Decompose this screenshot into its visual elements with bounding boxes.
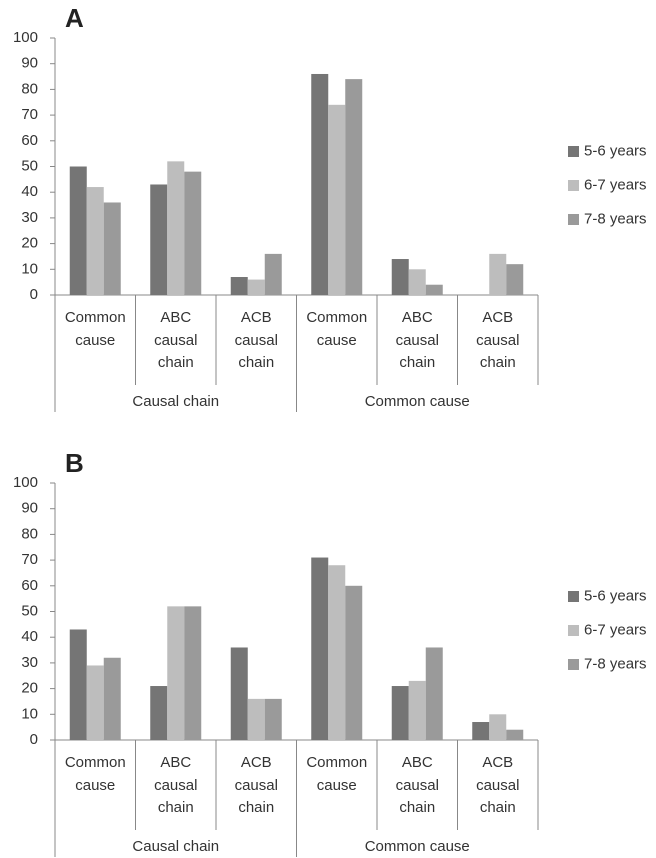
bar	[345, 79, 363, 296]
bar	[69, 166, 87, 295]
y-tick-label: 60	[21, 132, 38, 149]
bar	[264, 698, 282, 740]
bar	[86, 187, 104, 295]
y-tick-label: 70	[21, 551, 38, 568]
panel-label: B	[65, 448, 84, 478]
bar	[69, 629, 87, 740]
legend-swatch	[568, 659, 579, 670]
group-label: Common cause	[365, 393, 470, 410]
bar	[150, 686, 168, 740]
bar	[489, 714, 507, 740]
bar	[150, 184, 168, 295]
legend-label: 5-6 years	[584, 142, 647, 159]
y-tick-label: 70	[21, 106, 38, 123]
bar	[311, 73, 329, 295]
bar	[506, 264, 524, 295]
x-tick-label: Common cause	[306, 754, 368, 794]
x-tick-label: ABC causal chain	[395, 754, 439, 816]
legend-label: 6-7 years	[584, 176, 647, 193]
group-label: Causal chain	[132, 393, 219, 410]
y-tick-label: 10	[21, 260, 38, 277]
y-tick-label: 0	[30, 731, 38, 748]
x-tick-label: ACB causal chain	[234, 309, 278, 371]
bar	[103, 202, 121, 295]
bar	[391, 259, 409, 295]
legend-label: 7-8 years	[584, 655, 647, 672]
legend-swatch	[568, 146, 579, 157]
panel-label: A	[65, 3, 84, 33]
x-tick-label: ACB causal chain	[476, 309, 520, 371]
legend-swatch	[568, 591, 579, 602]
bar	[328, 565, 346, 740]
y-tick-label: 30	[21, 209, 38, 226]
y-tick-label: 100	[13, 474, 38, 491]
bar	[391, 686, 409, 740]
bar	[311, 557, 329, 740]
x-tick-label: ACB causal chain	[234, 754, 278, 816]
legend-label: 6-7 years	[584, 621, 647, 638]
y-tick-label: 40	[21, 183, 38, 200]
y-tick-label: 0	[30, 286, 38, 303]
x-tick-label: ACB causal chain	[476, 754, 520, 816]
legend-label: 5-6 years	[584, 587, 647, 604]
legend-swatch	[568, 180, 579, 191]
x-tick-label: Common cause	[64, 754, 126, 794]
y-tick-label: 10	[21, 705, 38, 722]
y-tick-label: 20	[21, 235, 38, 252]
bar	[472, 722, 490, 740]
bar	[247, 279, 265, 295]
y-tick-label: 80	[21, 525, 38, 542]
group-label: Common cause	[365, 838, 470, 855]
bar	[264, 253, 282, 295]
y-tick-label: 80	[21, 80, 38, 97]
group-label: Causal chain	[132, 838, 219, 855]
bar	[230, 647, 248, 740]
y-tick-label: 100	[13, 29, 38, 46]
y-tick-label: 90	[21, 55, 38, 72]
bar	[103, 657, 121, 740]
bar	[506, 729, 524, 740]
y-tick-label: 30	[21, 654, 38, 671]
bar	[328, 104, 346, 295]
y-tick-label: 50	[21, 602, 38, 619]
bar	[425, 647, 443, 740]
bar	[345, 585, 363, 740]
bar	[230, 277, 248, 295]
bar	[408, 269, 426, 295]
x-tick-label: ABC causal chain	[154, 309, 198, 371]
bar	[489, 253, 507, 295]
x-tick-label: ABC causal chain	[154, 754, 198, 816]
y-tick-label: 50	[21, 157, 38, 174]
x-tick-label: Common cause	[306, 309, 368, 349]
legend-label: 7-8 years	[584, 210, 647, 227]
legend-swatch	[568, 625, 579, 636]
bar	[167, 161, 185, 295]
y-tick-label: 60	[21, 577, 38, 594]
bar	[167, 606, 185, 740]
bar	[184, 606, 202, 740]
bar	[425, 284, 443, 295]
bar	[184, 171, 202, 295]
y-tick-label: 40	[21, 628, 38, 645]
y-tick-label: 90	[21, 500, 38, 517]
x-tick-label: ABC causal chain	[395, 309, 439, 371]
x-tick-label: Common cause	[64, 309, 126, 349]
bar	[247, 698, 265, 740]
y-tick-label: 20	[21, 680, 38, 697]
bar	[86, 665, 104, 740]
legend-swatch	[568, 214, 579, 225]
bar	[408, 680, 426, 740]
